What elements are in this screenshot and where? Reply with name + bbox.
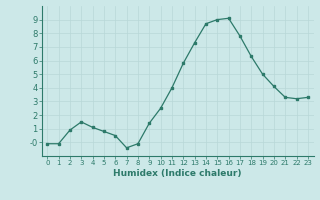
X-axis label: Humidex (Indice chaleur): Humidex (Indice chaleur) [113, 169, 242, 178]
